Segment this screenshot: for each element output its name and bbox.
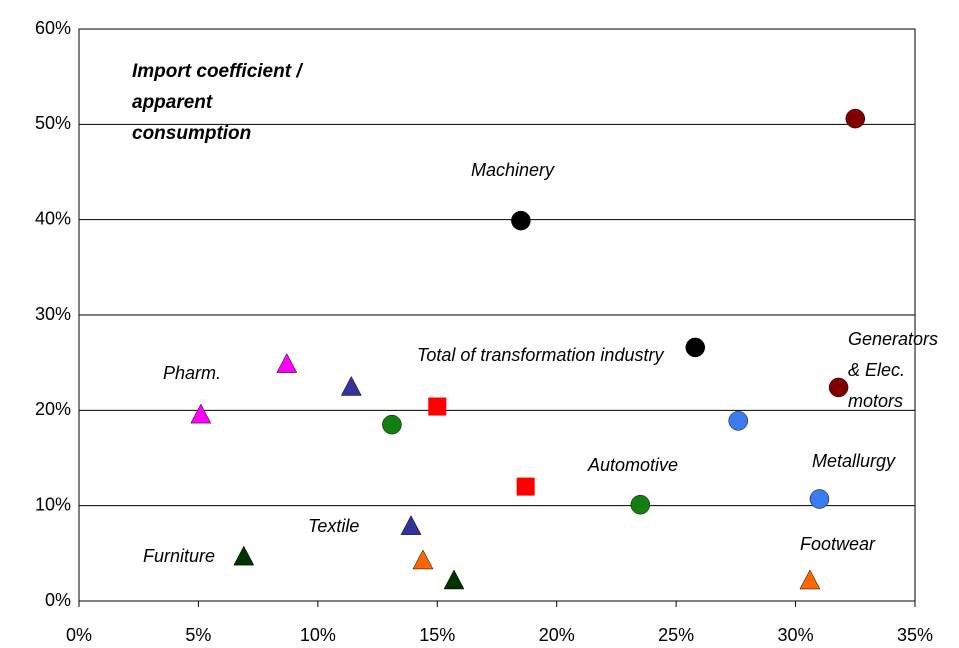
y-tick-label: 0% <box>45 590 71 610</box>
point <box>630 494 651 515</box>
point <box>443 569 465 590</box>
point <box>428 397 447 416</box>
annotation: Machinery <box>471 160 555 180</box>
x-tick-label: 15% <box>419 625 455 645</box>
point <box>233 545 255 566</box>
x-tick-label: 5% <box>185 625 211 645</box>
annotation: Metallurgy <box>812 451 896 471</box>
point <box>190 403 212 424</box>
point <box>511 210 531 231</box>
annotation: Textile <box>308 516 360 536</box>
y-tick-label: 40% <box>35 208 71 228</box>
point <box>685 337 706 358</box>
y-tick-label: 60% <box>35 18 71 38</box>
point <box>516 477 535 496</box>
point <box>809 489 830 509</box>
annotation: Generators & Elec. motors <box>848 329 939 411</box>
point <box>412 549 434 570</box>
point <box>728 411 748 431</box>
y-tick-label: 10% <box>35 494 71 514</box>
point <box>382 414 402 435</box>
point <box>799 569 821 590</box>
y-tick-label: 30% <box>35 304 71 324</box>
x-tick-label: 35% <box>897 625 933 645</box>
annotation: Automotive <box>588 455 679 475</box>
x-tick-label: 10% <box>300 625 336 645</box>
point <box>340 375 362 396</box>
y-tick-label: 20% <box>35 399 71 419</box>
y-tick-label: 50% <box>35 113 71 133</box>
point <box>845 108 866 129</box>
point <box>276 353 298 373</box>
point <box>400 515 422 535</box>
x-tick-label: 30% <box>778 625 814 645</box>
annotation: Pharm. <box>163 363 222 383</box>
point <box>828 377 849 398</box>
annotation: Total of transformation industry <box>417 345 664 365</box>
annotation: Footwear <box>800 534 876 554</box>
x-tick-label: 0% <box>66 625 92 645</box>
x-tick-label: 25% <box>658 625 694 645</box>
x-tick-label: 20% <box>539 625 575 645</box>
chart-title: Import coefficient / apparent consumptio… <box>132 61 302 144</box>
annotation: Furniture <box>143 546 216 566</box>
